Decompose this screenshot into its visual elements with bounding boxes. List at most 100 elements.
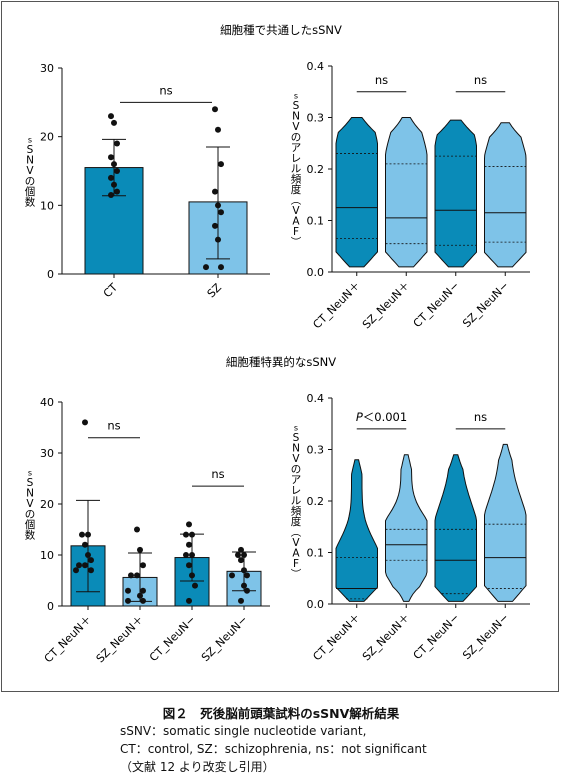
data-point [137,546,143,553]
y-tick-label: 0.1 [307,547,325,560]
data-point [108,113,114,120]
data-point [244,587,250,594]
data-point [125,587,131,594]
data-point [140,587,146,594]
violin [434,454,477,602]
data-point [140,597,146,604]
y-axis-label: s S N V の個数 [25,468,36,541]
figure-frame [1,1,559,692]
data-point [212,106,218,113]
data-point [111,161,117,168]
data-point [186,597,192,604]
y-tick-label: 0.3 [307,112,325,125]
data-point [82,541,88,548]
x-tick-label: SZ_NeuN− [199,613,250,664]
x-tick-label: CT_NeuN＋ [310,611,362,663]
significance-label: P＜0.001 [356,410,407,424]
data-point [88,557,94,564]
data-point [186,521,192,528]
caption-line-2: CT：control, SZ：schizophrenia, ns：not sig… [120,742,427,756]
y-tick-label: 0.4 [307,60,325,73]
violin [335,117,378,268]
panel-specific-count: 0 10 20 30 40 s S N V の個数 CT_NeuN＋ SZ_NeuN＋ CT_NeuN−… [25,396,270,665]
data-point [114,168,120,174]
data-point [108,174,114,181]
data-point [114,140,120,147]
violin [335,459,378,602]
y-tick-label: 30 [40,447,54,460]
data-point [73,567,79,574]
y-tick-label: 0.0 [307,598,325,611]
y-tick-label: 20 [40,498,54,511]
caption-line-1: sSNV：somatic single nucleotide variant, [120,724,367,738]
data-point [215,126,221,133]
y-tick-label: 0.3 [307,444,325,457]
data-point [218,264,224,271]
panel-common-vaf: 0.00.10.20.30.4s S N V のアレル頻度︵ V A F ︶CT_NeuN＋SZ… [291,60,530,331]
y-tick-label: 10 [40,199,54,212]
x-tick-label: SZ_NeuN＋ [360,611,412,663]
significance-label: ns [474,410,487,424]
x-tick-label: SZ_NeuN＋ [360,279,412,331]
data-point [218,161,224,168]
x-tick-label: SZ [205,281,225,301]
data-point [241,582,247,589]
x-tick-label: SZ_NeuN＋ [94,613,146,665]
significance-label: ns [375,73,388,87]
data-point [76,562,82,569]
data-point [82,562,88,569]
caption-line-3: （文献 12 より改変し引用） [120,760,275,774]
data-point [229,572,235,579]
data-point [111,119,117,126]
data-point [79,531,85,538]
data-point [186,541,192,548]
significance-label: ns [474,73,487,87]
y-tick-label: 0.4 [307,392,325,405]
x-tick-label: CT_NeuN− [411,611,462,662]
x-tick-label: CT_NeuN＋ [310,279,362,331]
data-point [134,526,140,533]
data-point [85,531,91,538]
y-tick-label: 20 [40,131,54,144]
x-tick-label: SZ_NeuN− [460,279,511,330]
data-point [128,572,134,579]
data-point [241,567,247,574]
data-point [186,562,192,569]
data-point [189,531,195,538]
violin [484,443,527,602]
y-tick-label: 0 [47,600,54,613]
data-point [244,572,250,579]
data-point [212,188,218,195]
x-tick-label: CT [101,281,121,301]
x-tick-label: CT_NeuN− [411,279,462,330]
panel-common-count: 0 10 20 30 s S N V の個数 CT SZ ns [25,62,270,300]
data-point [215,202,221,209]
data-point [212,222,218,229]
data-point [125,597,131,604]
y-axis-label: s S N V のアレル頻度︵ V A F ︶ [291,91,302,248]
data-point [183,552,189,558]
data-point [192,582,198,589]
data-point [235,552,241,558]
y-axis-label: s S N V の個数 [25,135,36,208]
data-point [183,531,189,538]
y-tick-label: 0.2 [307,163,325,176]
y-tick-label: 0.2 [307,495,325,508]
x-tick-label: SZ_NeuN− [460,611,511,662]
data-point [203,264,209,271]
data-point [218,209,224,216]
data-point [137,592,143,599]
violin [484,122,527,268]
data-point [111,181,117,188]
data-point [85,552,91,558]
data-point [88,567,94,574]
data-point [134,572,140,579]
violin [385,117,428,268]
figure-svg: 細胞種で共通したsSNV 細胞種特異的なsSNV 0 10 20 30 s S N V の個数 C… [25,23,530,665]
significance-label: ns [107,419,120,433]
data-point [241,552,247,558]
y-tick-label: 0 [47,268,54,281]
y-axis-label: s S N V のアレル頻度︵ V A F ︶ [291,423,302,580]
data-point [238,546,244,553]
panel-specific-vaf: 0.00.10.20.30.4s S N V のアレル頻度︵ V A F ︶CT_NeuN＋SZ… [291,392,530,663]
